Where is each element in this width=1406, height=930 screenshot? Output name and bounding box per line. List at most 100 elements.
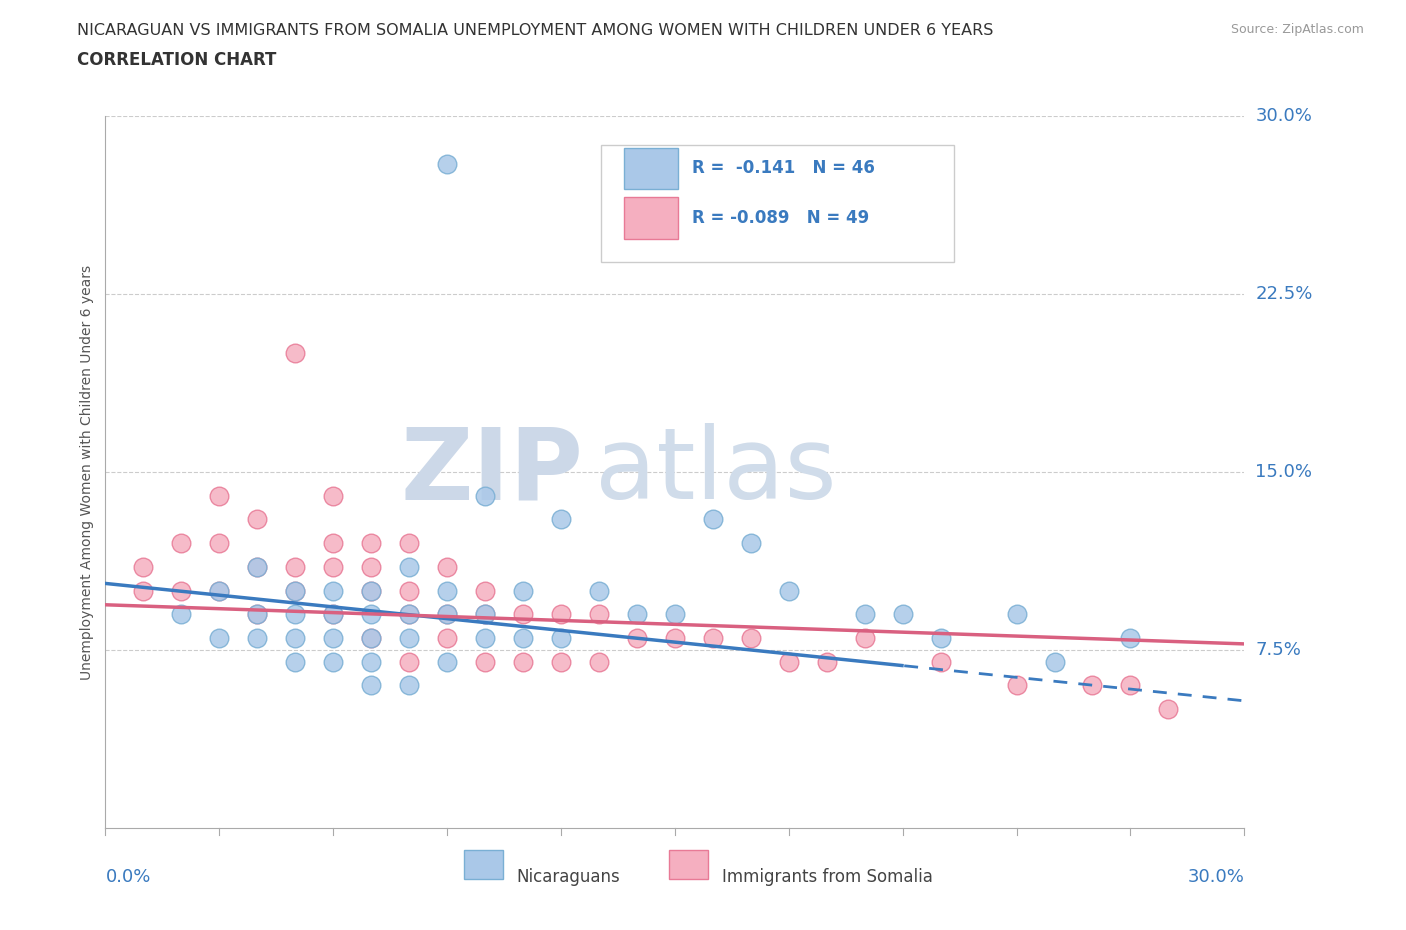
Point (284, 607, 307, 622)
Point (512, 583, 534, 598)
Text: 15.0%: 15.0% (1256, 463, 1312, 481)
Text: NICARAGUAN VS IMMIGRANTS FROM SOMALIA UNEMPLOYMENT AMONG WOMEN WITH CHILDREN UND: NICARAGUAN VS IMMIGRANTS FROM SOMALIA UN… (77, 23, 994, 38)
Point (398, 559, 420, 574)
Text: CORRELATION CHART: CORRELATION CHART (77, 51, 277, 69)
Point (436, 607, 458, 622)
Point (474, 583, 496, 598)
Point (474, 607, 496, 622)
Point (702, 512, 724, 526)
Point (891, 607, 914, 622)
Point (208, 583, 231, 598)
Text: 7.5%: 7.5% (1256, 641, 1302, 658)
Point (398, 583, 420, 598)
Point (778, 655, 800, 670)
Point (398, 536, 420, 551)
Point (398, 607, 420, 622)
Point (360, 607, 382, 622)
Point (132, 583, 155, 598)
Point (246, 631, 269, 645)
Point (246, 607, 269, 622)
Point (322, 607, 344, 622)
Point (360, 631, 382, 645)
Point (436, 156, 458, 171)
Point (436, 655, 458, 670)
Point (398, 607, 420, 622)
Point (360, 678, 382, 693)
Point (550, 607, 572, 622)
Point (360, 583, 382, 598)
Point (360, 631, 382, 645)
Point (474, 631, 496, 645)
Point (778, 583, 800, 598)
Point (246, 512, 269, 526)
Point (664, 607, 686, 622)
Point (474, 655, 496, 670)
Point (208, 631, 231, 645)
Point (1119, 631, 1142, 645)
Point (626, 607, 648, 622)
Point (360, 655, 382, 670)
Point (1043, 655, 1066, 670)
Point (436, 583, 458, 598)
Point (1005, 678, 1028, 693)
Point (284, 631, 307, 645)
Text: atlas: atlas (595, 423, 837, 521)
Text: R = -0.089   N = 49: R = -0.089 N = 49 (692, 209, 869, 227)
FancyBboxPatch shape (624, 197, 678, 239)
Point (1119, 678, 1142, 693)
Point (170, 607, 193, 622)
Point (664, 631, 686, 645)
Y-axis label: Unemployment Among Women with Children Under 6 years: Unemployment Among Women with Children U… (80, 264, 94, 680)
Point (588, 655, 610, 670)
Point (740, 631, 762, 645)
Text: Source: ZipAtlas.com: Source: ZipAtlas.com (1230, 23, 1364, 36)
Point (550, 655, 572, 670)
Point (1157, 701, 1180, 716)
Point (360, 559, 382, 574)
Point (436, 607, 458, 622)
Text: 22.5%: 22.5% (1256, 286, 1313, 303)
Point (322, 488, 344, 503)
Point (284, 655, 307, 670)
Point (853, 607, 876, 622)
Point (929, 655, 952, 670)
Point (322, 536, 344, 551)
Point (170, 536, 193, 551)
Point (853, 631, 876, 645)
Point (1081, 678, 1104, 693)
Point (588, 607, 610, 622)
Point (474, 607, 496, 622)
Point (284, 346, 307, 361)
Point (436, 631, 458, 645)
Point (512, 607, 534, 622)
Point (436, 559, 458, 574)
Point (208, 488, 231, 503)
Point (132, 559, 155, 574)
Text: 30.0%: 30.0% (1256, 107, 1312, 126)
Text: 30.0%: 30.0% (1188, 869, 1244, 886)
FancyBboxPatch shape (669, 850, 707, 879)
Point (702, 631, 724, 645)
Point (474, 488, 496, 503)
Point (740, 536, 762, 551)
FancyBboxPatch shape (464, 850, 503, 879)
Point (246, 607, 269, 622)
Point (360, 583, 382, 598)
Point (512, 655, 534, 670)
Point (512, 631, 534, 645)
Point (550, 631, 572, 645)
Point (322, 607, 344, 622)
Point (208, 536, 231, 551)
Point (246, 559, 269, 574)
FancyBboxPatch shape (600, 145, 953, 262)
FancyBboxPatch shape (624, 148, 678, 189)
Point (398, 678, 420, 693)
Point (588, 583, 610, 598)
Text: R =  -0.141   N = 46: R = -0.141 N = 46 (692, 159, 875, 178)
Point (208, 583, 231, 598)
Point (398, 631, 420, 645)
Point (1005, 607, 1028, 622)
Point (626, 631, 648, 645)
Point (284, 559, 307, 574)
Point (322, 631, 344, 645)
